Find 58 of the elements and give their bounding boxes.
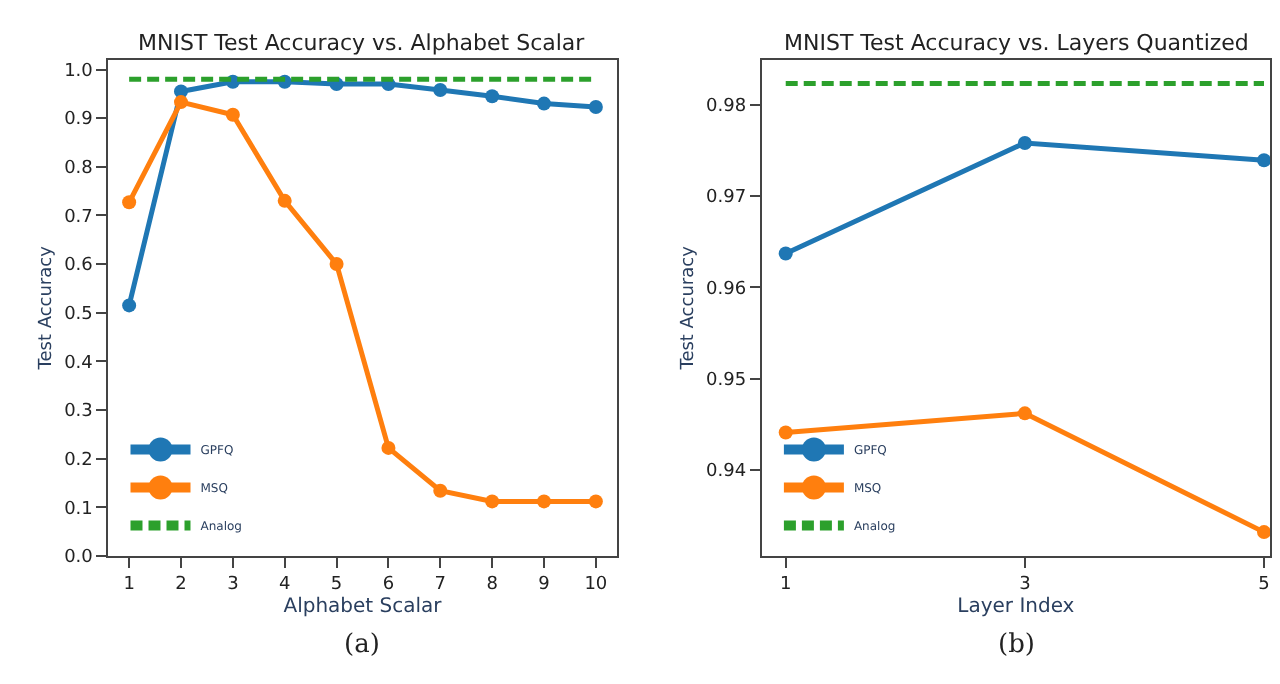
y-tick-label: 0.4 [64,353,94,374]
point [485,89,500,104]
point [778,425,793,440]
chart-title: MNIST Test Accuracy vs. Layers Quantized [784,30,1249,56]
point [433,82,448,97]
y-tick-label: 0.96 [706,279,747,300]
point [122,195,137,210]
text: (b) [998,630,1035,660]
y-tick-label: 0.98 [706,96,747,117]
text: (a) [344,630,380,660]
y-axis-title: Test Accuracy [678,244,699,372]
y-tick-label: 0.0 [64,548,94,569]
x-tick-label: 1 [123,575,135,596]
y-tick-label: 0.94 [706,462,747,483]
point [329,257,344,272]
x-axis-title: Layer Index [957,596,1075,619]
x-tick-label: 1 [779,575,792,596]
x-tick-label: 8 [486,575,499,596]
x-tick-label: 5 [330,575,343,596]
chart-title: MNIST Test Accuracy vs. Alphabet Scalar [138,30,586,56]
point [485,494,500,509]
x-tick-label: 5 [1258,575,1270,596]
point [277,193,292,208]
y-tick-label: 0.8 [64,159,94,180]
y-tick-label: 0.9 [64,110,94,131]
y-tick-label: 0.2 [64,450,93,471]
point [1257,153,1270,168]
x-tick-label: 7 [434,575,447,596]
x-tick-label: 3 [227,575,239,596]
point [433,483,448,498]
point [588,99,603,114]
x-tick-label: 4 [278,575,291,596]
y-tick-label: 0.5 [64,305,93,325]
point [537,96,551,111]
point [778,246,793,261]
y-tick-label: 1.0 [64,61,94,82]
point [588,494,603,509]
x-tick-label: 6 [382,575,395,596]
point [225,107,240,122]
y-tick-label: 0.6 [64,256,94,277]
x-tick-label: 10 [584,575,608,596]
x-tick-label: 3 [1019,575,1031,596]
point [381,440,396,455]
point [174,95,188,110]
y-tick-label: 0.7 [64,207,93,228]
y-tick-label: 0.3 [64,402,93,423]
y-tick-label: 0.97 [706,188,747,209]
point [1257,525,1270,540]
point [1017,135,1032,150]
x-tick-label: 2 [175,575,187,596]
point [1017,406,1032,421]
y-axis-title: Test Accuracy [36,244,57,372]
point [537,494,551,509]
point [122,298,137,313]
x-axis-title: Alphabet Scalar [283,596,444,619]
x-tick-label: 9 [538,575,551,596]
y-tick-label: 0.95 [706,370,747,391]
y-tick-label: 0.1 [64,499,93,520]
